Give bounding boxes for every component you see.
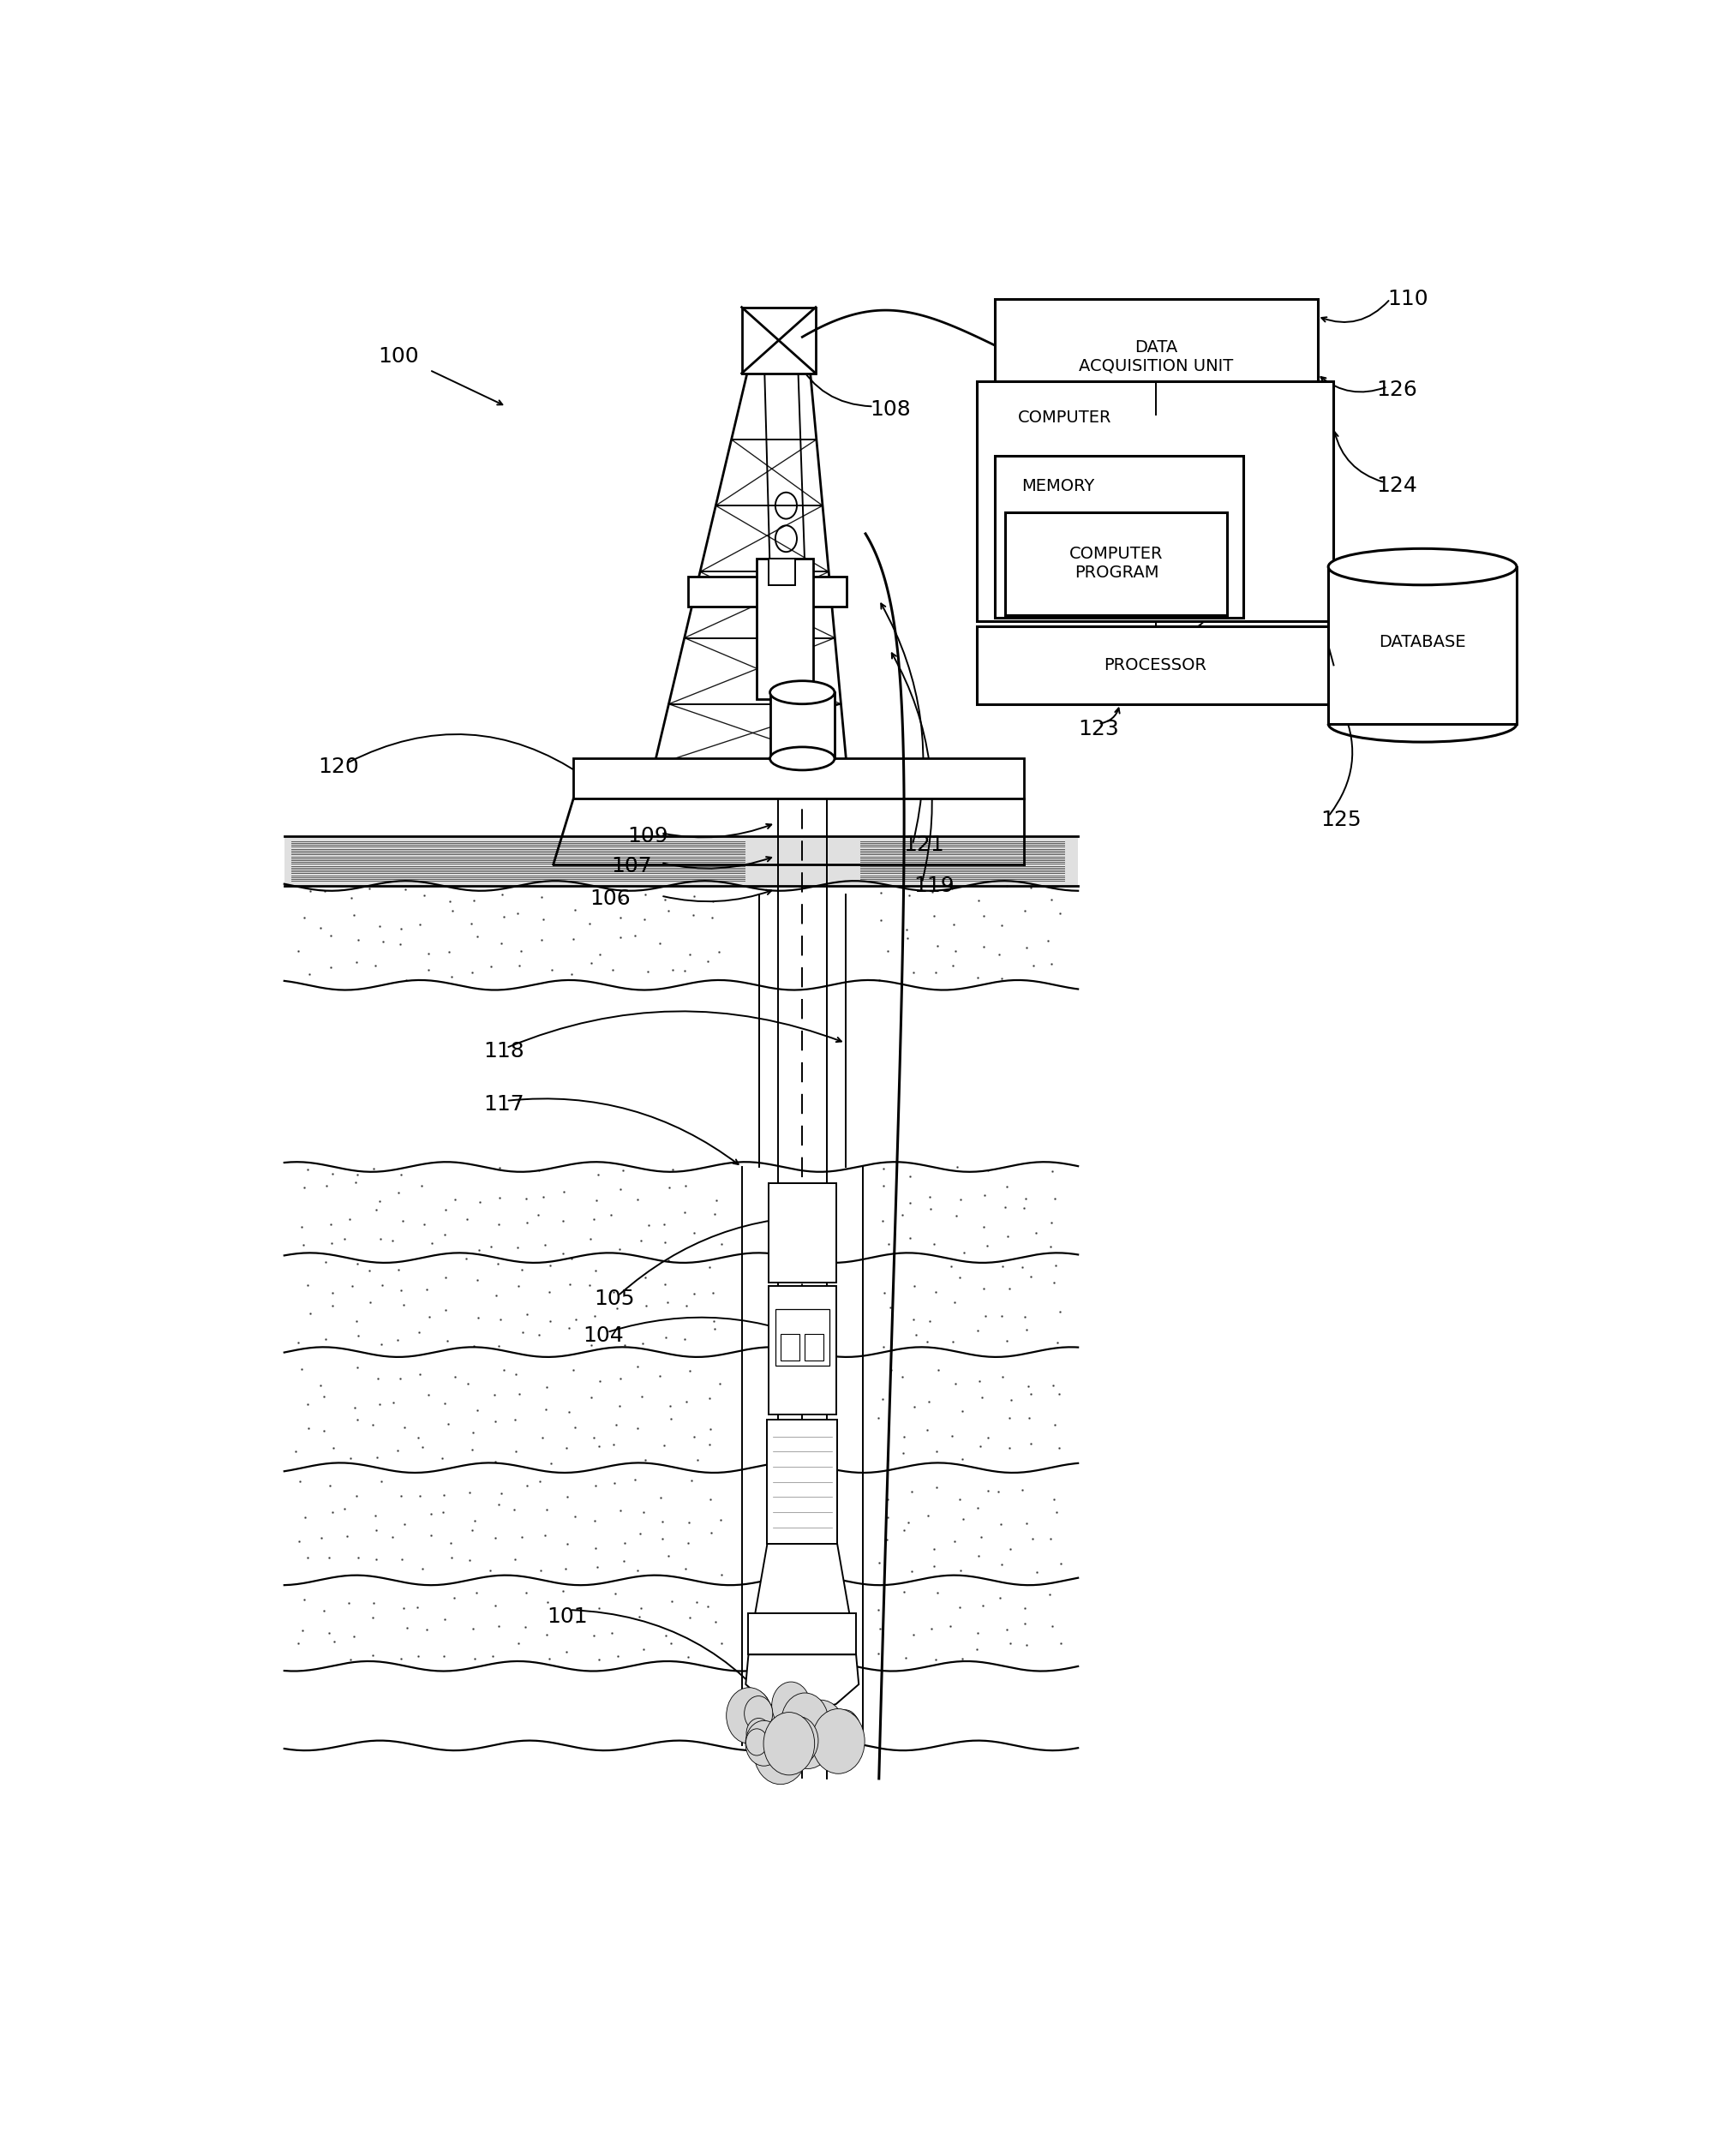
Text: 112: 112 [1172, 627, 1213, 648]
Bar [977, 382, 1333, 620]
Bar [748, 1612, 856, 1655]
Circle shape [781, 1694, 828, 1752]
Text: 100: 100 [378, 346, 420, 367]
Circle shape [832, 1709, 859, 1743]
Text: 120: 120 [318, 756, 359, 777]
Circle shape [764, 1698, 814, 1761]
Circle shape [764, 1713, 814, 1776]
Bar [977, 627, 1333, 704]
Text: MEMORY: MEMORY [1021, 477, 1095, 494]
Polygon shape [755, 1544, 849, 1612]
Text: 101: 101 [547, 1606, 587, 1627]
Bar [687, 578, 847, 605]
Bar [769, 558, 795, 584]
Circle shape [753, 1718, 807, 1784]
Circle shape [733, 1690, 773, 1739]
Bar [757, 558, 812, 700]
Ellipse shape [771, 747, 835, 771]
Bar [769, 1286, 837, 1415]
Circle shape [812, 1709, 865, 1773]
Circle shape [837, 1713, 859, 1741]
Circle shape [773, 1681, 811, 1728]
Bar [769, 1183, 837, 1282]
Bar [781, 1333, 800, 1361]
Bar [806, 1333, 825, 1361]
Text: 104: 104 [583, 1325, 623, 1346]
Bar [995, 298, 1318, 414]
Text: 125: 125 [1321, 809, 1361, 831]
Bar [573, 758, 1024, 799]
Text: DATA
ACQUISITION UNIT: DATA ACQUISITION UNIT [1078, 339, 1233, 374]
Text: COMPUTER: COMPUTER [1017, 410, 1111, 425]
Circle shape [745, 1720, 783, 1767]
Text: 126: 126 [1377, 380, 1418, 399]
Circle shape [745, 1696, 773, 1730]
Circle shape [797, 1700, 845, 1758]
Text: 118: 118 [483, 1041, 524, 1061]
Circle shape [746, 1728, 767, 1756]
Ellipse shape [771, 681, 835, 704]
Circle shape [816, 1718, 859, 1769]
Bar [1005, 513, 1227, 614]
Bar [771, 693, 835, 758]
Bar [995, 455, 1243, 618]
Text: 117: 117 [483, 1093, 524, 1114]
Circle shape [785, 1709, 832, 1769]
Bar [767, 1419, 837, 1544]
Text: 109: 109 [627, 827, 668, 846]
Circle shape [726, 1688, 773, 1743]
Text: 119: 119 [913, 876, 955, 895]
Text: 124: 124 [1377, 474, 1418, 496]
Circle shape [746, 1718, 771, 1748]
Bar [776, 1310, 830, 1365]
Text: 105: 105 [594, 1288, 634, 1310]
Circle shape [779, 1718, 818, 1765]
Text: COMPUTER
PROGRAM: COMPUTER PROGRAM [1069, 545, 1163, 582]
Bar [1328, 567, 1517, 724]
Text: 108: 108 [870, 399, 910, 421]
Text: 107: 107 [611, 857, 653, 876]
Text: PROCESSOR: PROCESSOR [1104, 657, 1207, 674]
Text: 106: 106 [590, 889, 630, 910]
Text: DATABASE: DATABASE [1378, 633, 1465, 651]
Bar [285, 835, 1078, 887]
Ellipse shape [1328, 550, 1517, 584]
Bar [741, 307, 816, 374]
Text: 123: 123 [1078, 719, 1120, 739]
Text: 110: 110 [1387, 288, 1429, 309]
Text: 121: 121 [903, 835, 944, 855]
Polygon shape [746, 1655, 859, 1713]
Text: 122: 122 [1377, 558, 1418, 580]
